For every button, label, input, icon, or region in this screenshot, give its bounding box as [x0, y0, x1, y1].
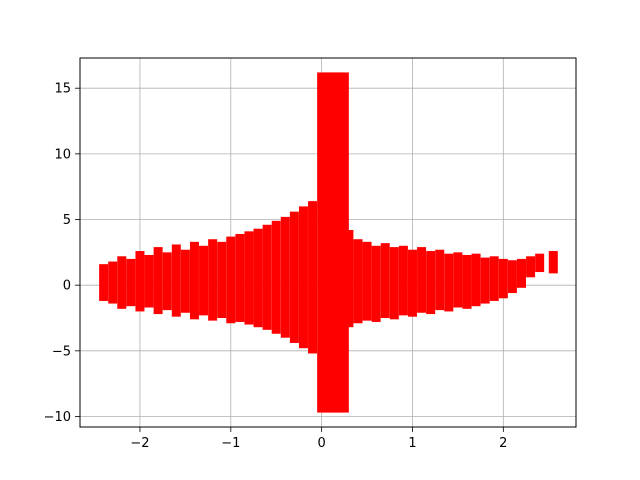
- x-tick-label: 0: [318, 436, 326, 451]
- data-segment: [99, 264, 109, 301]
- data-segment: [535, 253, 545, 273]
- data-segment: [321, 72, 331, 413]
- data-segment: [548, 251, 558, 274]
- data-segment: [389, 247, 399, 320]
- data-segment: [180, 249, 190, 313]
- data-segment: [235, 233, 245, 322]
- data-segment: [516, 258, 526, 288]
- data-segment: [417, 247, 427, 313]
- data-segment: [380, 243, 390, 319]
- data-marks: [99, 72, 558, 413]
- data-segment: [471, 253, 481, 307]
- data-segment: [298, 206, 308, 349]
- x-tick-label: −2: [130, 436, 149, 451]
- plot-frame: [79, 57, 577, 428]
- x-axis-ticks: −2 −1 0 1 2: [130, 427, 507, 451]
- data-segment: [271, 220, 281, 334]
- data-segment: [444, 253, 454, 312]
- y-tick-label: 0: [63, 279, 71, 294]
- data-segment: [507, 260, 517, 294]
- data-segment: [462, 254, 472, 309]
- data-segment: [253, 228, 263, 328]
- data-segment: [353, 239, 363, 324]
- data-segment: [398, 245, 408, 316]
- data-segment: [135, 251, 145, 312]
- y-tick-label: −10: [44, 410, 71, 425]
- data-segment: [244, 231, 254, 325]
- data-segment: [435, 249, 445, 311]
- data-segment: [362, 241, 372, 321]
- data-segment: [226, 236, 236, 324]
- data-segment: [289, 211, 299, 343]
- data-segment: [339, 72, 349, 413]
- data-segment: [453, 252, 463, 308]
- data-segment: [262, 224, 272, 330]
- data-segment: [144, 254, 154, 308]
- data-segment: [344, 230, 354, 328]
- data-segment: [162, 252, 172, 311]
- data-segment: [108, 261, 118, 304]
- x-tick-label: 1: [408, 436, 416, 451]
- y-tick-label: 5: [63, 213, 71, 228]
- data-segment: [280, 216, 290, 338]
- data-segment: [526, 256, 536, 278]
- data-segment: [498, 258, 508, 299]
- x-tick-label: 2: [499, 436, 507, 451]
- data-segment: [171, 244, 181, 317]
- data-segment: [208, 239, 218, 321]
- y-axis-ticks: −10 −5 0 5 10 15: [44, 82, 80, 425]
- data-segment: [480, 257, 490, 304]
- data-segment: [199, 245, 209, 316]
- data-segment: [330, 72, 340, 413]
- data-segment: [317, 72, 327, 413]
- y-tick-label: 10: [54, 147, 71, 162]
- data-segment: [126, 258, 136, 307]
- data-segment: [153, 247, 163, 315]
- data-segment: [489, 256, 499, 301]
- data-segment: [308, 201, 318, 354]
- data-segment: [117, 256, 127, 309]
- data-segment: [407, 249, 417, 317]
- data-segment: [326, 72, 336, 413]
- data-segment: [189, 241, 199, 320]
- data-segment: [371, 245, 381, 322]
- y-tick-label: 15: [54, 82, 71, 97]
- data-segment: [217, 241, 227, 319]
- x-tick-label: −1: [221, 436, 240, 451]
- y-tick-label: −5: [52, 344, 71, 359]
- data-segment: [335, 72, 345, 413]
- data-segment: [426, 251, 436, 315]
